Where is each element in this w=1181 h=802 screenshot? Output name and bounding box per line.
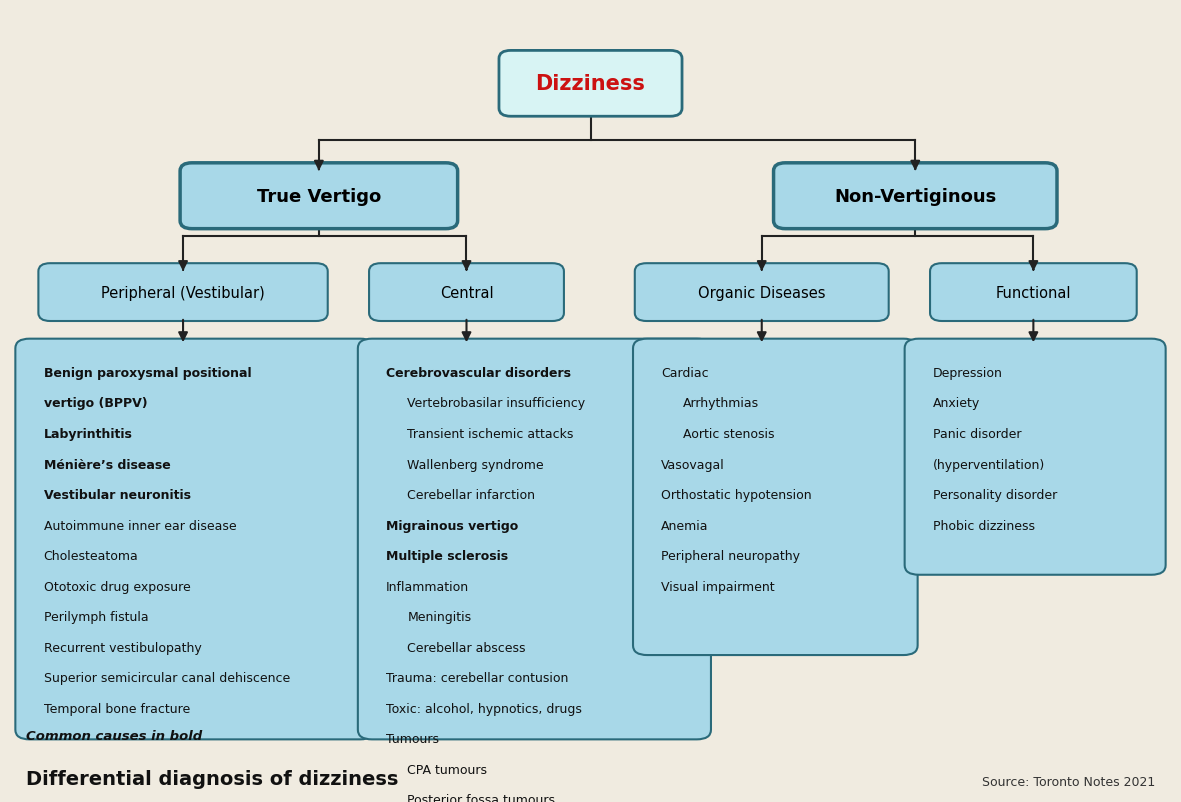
FancyBboxPatch shape bbox=[931, 264, 1136, 322]
Text: Central: Central bbox=[439, 286, 494, 300]
Text: Depression: Depression bbox=[933, 367, 1003, 379]
Text: Trauma: cerebellar contusion: Trauma: cerebellar contusion bbox=[386, 671, 568, 684]
FancyBboxPatch shape bbox=[181, 164, 457, 229]
FancyBboxPatch shape bbox=[38, 264, 327, 322]
Text: Inflammation: Inflammation bbox=[386, 580, 469, 593]
Text: Meningitis: Meningitis bbox=[407, 610, 471, 623]
FancyBboxPatch shape bbox=[635, 264, 888, 322]
Text: Autoimmune inner ear disease: Autoimmune inner ear disease bbox=[44, 519, 236, 532]
Text: Aortic stenosis: Aortic stenosis bbox=[683, 427, 774, 440]
Text: Cholesteatoma: Cholesteatoma bbox=[44, 549, 138, 562]
Text: Peripheral neuropathy: Peripheral neuropathy bbox=[661, 549, 801, 562]
Text: Peripheral (Vestibular): Peripheral (Vestibular) bbox=[102, 286, 265, 300]
Text: Differential diagnosis of dizziness: Differential diagnosis of dizziness bbox=[26, 768, 398, 788]
Text: Transient ischemic attacks: Transient ischemic attacks bbox=[407, 427, 574, 440]
FancyBboxPatch shape bbox=[633, 339, 918, 655]
Text: Visual impairment: Visual impairment bbox=[661, 580, 775, 593]
FancyBboxPatch shape bbox=[774, 164, 1057, 229]
Text: Migrainous vertigo: Migrainous vertigo bbox=[386, 519, 518, 532]
Text: Organic Diseases: Organic Diseases bbox=[698, 286, 826, 300]
Text: CPA tumours: CPA tumours bbox=[407, 763, 488, 776]
Text: Arrhythmias: Arrhythmias bbox=[683, 397, 758, 410]
Text: Vertebrobasilar insufficiency: Vertebrobasilar insufficiency bbox=[407, 397, 586, 410]
Text: Functional: Functional bbox=[996, 286, 1071, 300]
Text: Vestibular neuronitis: Vestibular neuronitis bbox=[44, 488, 190, 501]
FancyBboxPatch shape bbox=[498, 51, 683, 117]
FancyBboxPatch shape bbox=[358, 339, 711, 739]
Text: Labyrinthitis: Labyrinthitis bbox=[44, 427, 132, 440]
Text: Toxic: alcohol, hypnotics, drugs: Toxic: alcohol, hypnotics, drugs bbox=[386, 702, 582, 715]
Text: Superior semicircular canal dehiscence: Superior semicircular canal dehiscence bbox=[44, 671, 291, 684]
Text: Cerebrovascular disorders: Cerebrovascular disorders bbox=[386, 367, 572, 379]
FancyBboxPatch shape bbox=[368, 264, 565, 322]
Text: Tumours: Tumours bbox=[386, 732, 439, 745]
Text: Cardiac: Cardiac bbox=[661, 367, 709, 379]
Text: Posterior fossa tumours: Posterior fossa tumours bbox=[407, 793, 555, 802]
Text: Ménière’s disease: Ménière’s disease bbox=[44, 458, 170, 471]
Text: Recurrent vestibulopathy: Recurrent vestibulopathy bbox=[44, 641, 202, 654]
Text: Panic disorder: Panic disorder bbox=[933, 427, 1022, 440]
Text: Common causes in bold: Common causes in bold bbox=[26, 729, 202, 742]
Text: Perilymph fistula: Perilymph fistula bbox=[44, 610, 149, 623]
Text: Source: Toronto Notes 2021: Source: Toronto Notes 2021 bbox=[981, 775, 1155, 788]
Text: Temporal bone fracture: Temporal bone fracture bbox=[44, 702, 190, 715]
Text: Personality disorder: Personality disorder bbox=[933, 488, 1057, 501]
Text: Wallenberg syndrome: Wallenberg syndrome bbox=[407, 458, 544, 471]
Text: Phobic dizziness: Phobic dizziness bbox=[933, 519, 1035, 532]
Text: Non-Vertiginous: Non-Vertiginous bbox=[834, 188, 997, 205]
Text: Multiple sclerosis: Multiple sclerosis bbox=[386, 549, 508, 562]
Text: (hyperventilation): (hyperventilation) bbox=[933, 458, 1045, 471]
Text: Cerebellar abscess: Cerebellar abscess bbox=[407, 641, 526, 654]
Text: Cerebellar infarction: Cerebellar infarction bbox=[407, 488, 535, 501]
Text: Vasovagal: Vasovagal bbox=[661, 458, 725, 471]
FancyBboxPatch shape bbox=[15, 339, 374, 739]
Text: Dizziness: Dizziness bbox=[535, 75, 646, 94]
Text: Orthostatic hypotension: Orthostatic hypotension bbox=[661, 488, 813, 501]
Text: True Vertigo: True Vertigo bbox=[256, 188, 381, 205]
FancyBboxPatch shape bbox=[905, 339, 1166, 575]
Text: vertigo (BPPV): vertigo (BPPV) bbox=[44, 397, 148, 410]
Text: Anemia: Anemia bbox=[661, 519, 709, 532]
Text: Ototoxic drug exposure: Ototoxic drug exposure bbox=[44, 580, 190, 593]
Text: Anxiety: Anxiety bbox=[933, 397, 980, 410]
Text: Benign paroxysmal positional: Benign paroxysmal positional bbox=[44, 367, 252, 379]
